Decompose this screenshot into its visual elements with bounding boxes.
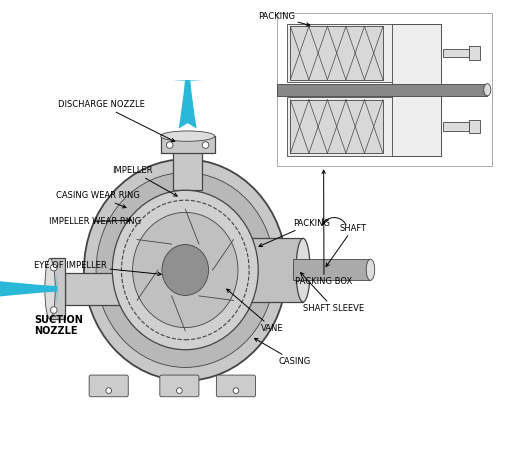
Text: DISCHARGE NOZZLE: DISCHARGE NOZZLE [58,100,175,141]
Text: PACKING: PACKING [259,219,330,246]
Circle shape [51,307,57,313]
Text: SHAFT: SHAFT [326,224,367,266]
Bar [161,136,215,153]
Bar [469,46,480,60]
Circle shape [51,264,57,271]
Circle shape [166,142,173,148]
Ellipse shape [162,245,208,295]
Circle shape [233,388,239,393]
Circle shape [202,142,209,148]
Bar [293,259,371,280]
Text: SUCTION
NOZZLE: SUCTION NOZZLE [34,315,83,337]
Bar [287,24,441,82]
Bar [290,100,383,153]
Ellipse shape [45,258,55,319]
Circle shape [177,388,182,393]
Ellipse shape [112,190,258,350]
Text: VANE: VANE [227,289,284,333]
Bar [173,140,202,190]
Ellipse shape [484,83,491,96]
Bar [287,97,441,155]
FancyBboxPatch shape [89,375,128,397]
Ellipse shape [84,159,287,381]
Ellipse shape [161,131,215,141]
FancyBboxPatch shape [160,375,199,397]
Text: PACKING BOX: PACKING BOX [295,170,353,286]
Text: CASING: CASING [254,338,311,366]
Bar [50,258,65,319]
Bar [443,49,469,57]
Bar [469,120,480,133]
Bar [277,13,492,166]
Bar [277,83,487,96]
Bar [65,273,131,305]
Text: SHAFT SLEEVE: SHAFT SLEEVE [301,273,364,313]
Bar [392,91,441,155]
Text: CASING WEAR RING: CASING WEAR RING [56,191,140,208]
Text: EYE OF IMPELLER: EYE OF IMPELLER [34,261,161,275]
Bar [392,24,441,89]
Ellipse shape [96,173,274,367]
Ellipse shape [366,259,375,280]
Ellipse shape [133,212,238,328]
Bar [246,238,303,302]
Circle shape [106,388,112,393]
Text: IMPELLER WEAR RING: IMPELLER WEAR RING [49,217,141,226]
Ellipse shape [296,238,310,302]
FancyBboxPatch shape [217,375,255,397]
Text: PACKING: PACKING [259,12,310,26]
Text: IMPELLER: IMPELLER [112,166,177,196]
Bar [290,26,383,80]
Bar [443,122,469,131]
